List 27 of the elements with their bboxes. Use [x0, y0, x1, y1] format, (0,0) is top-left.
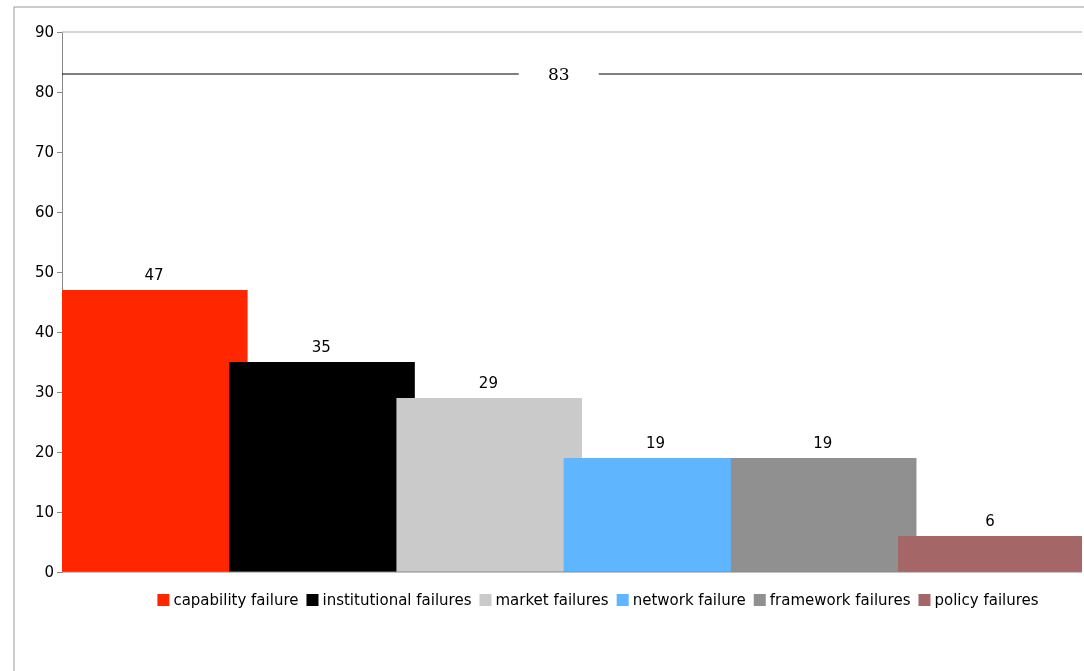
y-tick-label: 50 [34, 263, 54, 282]
data-label: 6 [985, 512, 995, 530]
y-tick-label: 60 [34, 203, 54, 222]
data-label: 29 [478, 374, 498, 392]
y-tick-label: 0 [44, 563, 54, 582]
data-label: 35 [311, 338, 331, 356]
y-tick-label: 20 [34, 443, 54, 462]
legend-label: policy failures [934, 591, 1039, 609]
legend-label: framework failures [769, 591, 911, 609]
data-label: 19 [813, 434, 833, 452]
bar [898, 536, 1082, 572]
y-tick-label: 40 [34, 323, 54, 342]
y-tick-label: 30 [34, 383, 54, 402]
y-tick-label: 10 [34, 503, 54, 522]
legend-label: institutional failures [322, 591, 472, 609]
legend-label: network failure [632, 591, 746, 609]
legend-label: market failures [495, 591, 609, 609]
data-label: 47 [144, 266, 164, 284]
y-tick-label: 90 [34, 23, 54, 42]
y-tick-label: 70 [34, 143, 54, 162]
bar [396, 398, 583, 572]
ref-line-label: 83 [547, 64, 570, 84]
legend-label: capability failure [173, 591, 299, 609]
y-tick-label: 80 [34, 83, 54, 102]
bar [229, 362, 415, 572]
data-label: 19 [646, 434, 666, 452]
bar [62, 290, 248, 572]
